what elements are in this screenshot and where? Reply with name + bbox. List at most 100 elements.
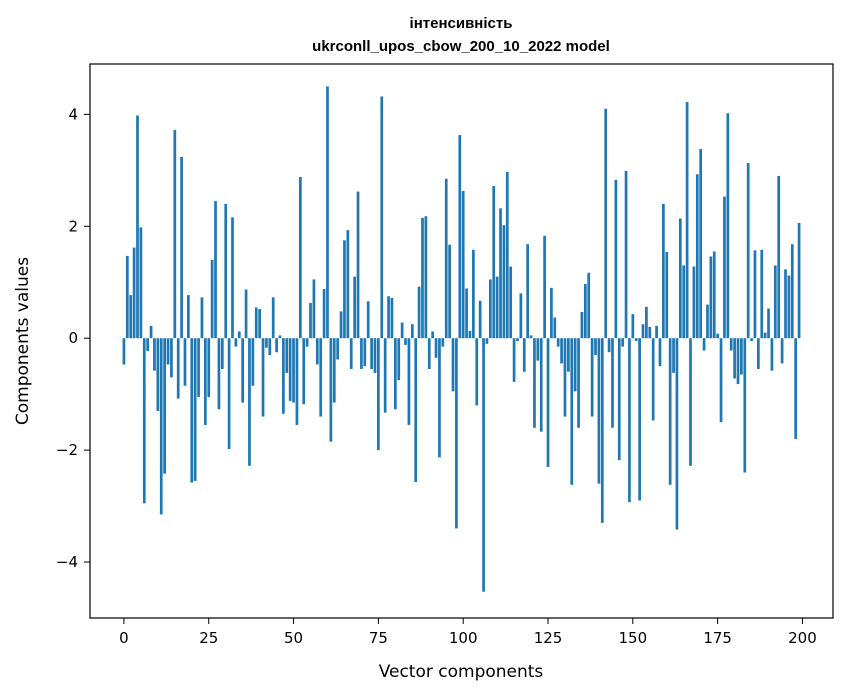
bar-191 bbox=[770, 338, 774, 371]
x-tick-label: 125 bbox=[534, 629, 563, 647]
x-tick-label: 75 bbox=[369, 629, 388, 647]
bar-5 bbox=[139, 227, 143, 339]
bar-34 bbox=[237, 331, 241, 339]
bar-10 bbox=[156, 338, 160, 411]
y-axis-ticks: −4 −2 0 2 4 bbox=[56, 105, 90, 571]
bar-64 bbox=[339, 311, 343, 339]
x-tick-label: 200 bbox=[788, 629, 817, 647]
bar-180 bbox=[733, 338, 736, 379]
chart-title-line-2: ukrconll_upos_cbow_200_10_2022 model bbox=[312, 38, 610, 55]
bar-174 bbox=[712, 251, 716, 339]
bar-157 bbox=[655, 325, 658, 339]
bar-30 bbox=[224, 203, 228, 339]
bar-132 bbox=[570, 338, 574, 485]
bar-72 bbox=[366, 301, 370, 339]
bar-95 bbox=[444, 178, 448, 339]
bar-138 bbox=[590, 338, 594, 417]
bar-199 bbox=[797, 222, 801, 339]
bar-120 bbox=[529, 335, 533, 339]
bar-93 bbox=[438, 338, 441, 458]
bar-78 bbox=[387, 296, 390, 339]
bar-44 bbox=[271, 297, 275, 339]
bar-86 bbox=[414, 338, 418, 483]
bar-155 bbox=[648, 327, 652, 339]
bar-190 bbox=[767, 308, 770, 339]
bar-103 bbox=[472, 249, 475, 339]
bar-131 bbox=[567, 338, 570, 372]
bar-100 bbox=[461, 191, 465, 339]
bar-60 bbox=[326, 86, 329, 339]
bar-65 bbox=[343, 240, 346, 339]
bar-70 bbox=[360, 338, 363, 369]
bar-147 bbox=[621, 338, 625, 347]
bar-45 bbox=[275, 338, 278, 353]
bar-168 bbox=[692, 266, 696, 339]
bar-53 bbox=[302, 338, 306, 405]
bar-7 bbox=[146, 338, 150, 352]
bar-152 bbox=[638, 338, 641, 501]
y-tick-label: −2 bbox=[56, 441, 78, 459]
bar-172 bbox=[706, 304, 709, 339]
bar-101 bbox=[465, 288, 468, 339]
bar-182 bbox=[740, 338, 743, 375]
bar-134 bbox=[577, 338, 580, 428]
x-tick-label: 150 bbox=[619, 629, 648, 647]
bar-80 bbox=[393, 338, 397, 410]
bar-91 bbox=[431, 331, 435, 339]
bar-154 bbox=[645, 306, 648, 339]
bar-188 bbox=[760, 249, 764, 339]
bar-162 bbox=[672, 338, 675, 373]
bar-198 bbox=[794, 338, 798, 439]
bar-153 bbox=[641, 324, 645, 339]
bar-14 bbox=[170, 338, 173, 378]
bar-96 bbox=[448, 244, 451, 339]
bar-179 bbox=[729, 338, 733, 351]
bar-146 bbox=[617, 338, 621, 461]
bar-82 bbox=[400, 322, 404, 339]
y-tick-label: 4 bbox=[68, 105, 78, 123]
bar-177 bbox=[723, 196, 726, 339]
bar-186 bbox=[753, 250, 757, 339]
bar-107 bbox=[485, 338, 489, 344]
bar-69 bbox=[356, 191, 360, 339]
bar-136 bbox=[583, 283, 587, 339]
bar-66 bbox=[346, 230, 350, 339]
bar-183 bbox=[743, 338, 747, 473]
bar-35 bbox=[241, 338, 245, 403]
bar-4 bbox=[136, 115, 139, 339]
bar-27 bbox=[214, 201, 217, 339]
bar-150 bbox=[631, 314, 635, 339]
bar-23 bbox=[200, 297, 204, 339]
bar-130 bbox=[563, 338, 567, 417]
bar-46 bbox=[278, 335, 282, 339]
bar-12 bbox=[163, 338, 166, 474]
bar-22 bbox=[197, 338, 200, 397]
bar-19 bbox=[187, 295, 190, 339]
bar-163 bbox=[675, 338, 679, 530]
bar-40 bbox=[258, 309, 261, 339]
bar-125 bbox=[546, 338, 550, 467]
bar-170 bbox=[699, 149, 703, 339]
bar-28 bbox=[217, 338, 221, 410]
bar-113 bbox=[505, 172, 509, 339]
x-tick-label: 0 bbox=[119, 629, 129, 647]
bar-68 bbox=[353, 276, 356, 339]
bar-133 bbox=[573, 338, 577, 392]
bar-77 bbox=[383, 338, 387, 413]
bar-24 bbox=[203, 338, 207, 425]
bar-118 bbox=[522, 338, 526, 372]
bar-79 bbox=[390, 297, 394, 339]
bar-99 bbox=[458, 135, 462, 339]
y-tick-label: −4 bbox=[56, 553, 78, 571]
bar-193 bbox=[777, 175, 781, 339]
bar-140 bbox=[597, 338, 601, 484]
bar-85 bbox=[410, 324, 414, 339]
bar-71 bbox=[363, 338, 367, 367]
bar-98 bbox=[455, 338, 458, 529]
bar-series bbox=[122, 86, 801, 592]
bar-74 bbox=[373, 338, 377, 373]
bar-114 bbox=[509, 266, 513, 339]
bar-173 bbox=[709, 256, 713, 339]
